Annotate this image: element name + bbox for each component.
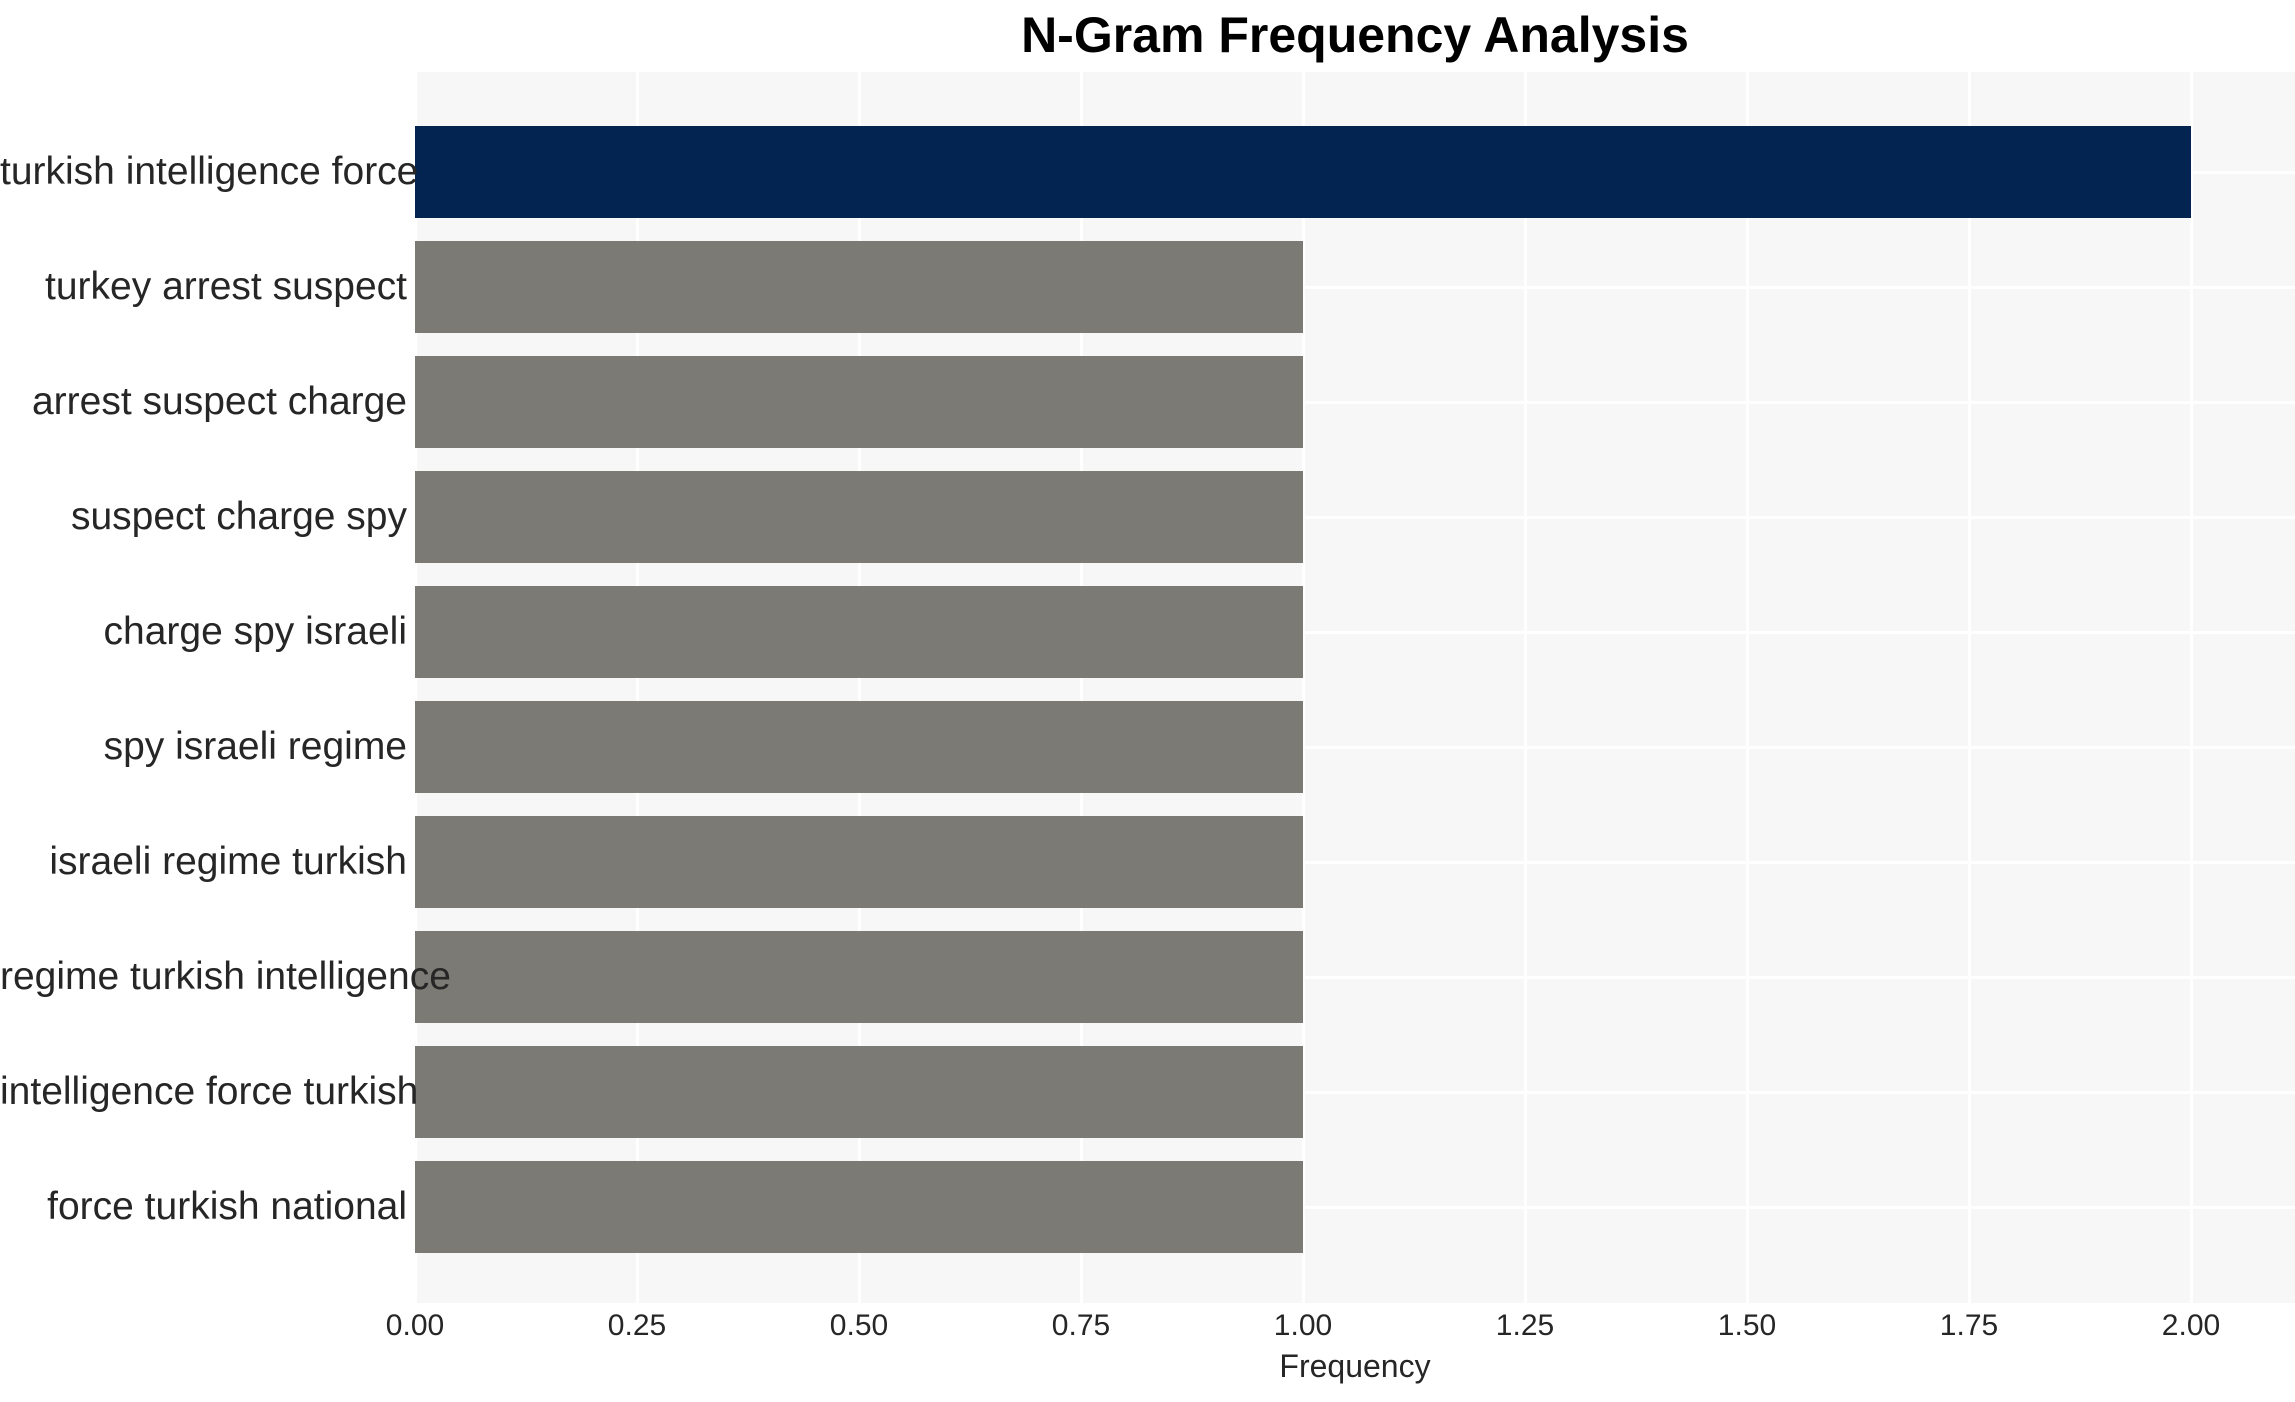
x-tick-label: 1.75 (1939, 1309, 1999, 1342)
y-axis-label: suspect charge spy (70, 495, 407, 538)
bar (415, 1161, 1303, 1253)
plot-area (415, 72, 2295, 1303)
y-axis-label: arrest suspect charge (31, 380, 407, 423)
x-gridline-1.00 (1302, 72, 1305, 1303)
y-axis-label: turkey arrest suspect (45, 265, 407, 308)
bar (415, 931, 1303, 1023)
y-axis-label: force turkish national (47, 1185, 407, 1228)
x-gridline-1.75 (1968, 72, 1971, 1303)
x-tick-label: 0.00 (385, 1309, 445, 1342)
x-tick-label: 0.50 (829, 1309, 889, 1342)
y-gridline (415, 976, 2295, 979)
x-tick-label: 0.25 (607, 1309, 667, 1342)
y-axis-label: turkish intelligence force (0, 150, 419, 193)
y-gridline (415, 861, 2295, 864)
x-gridline-0.75 (1080, 72, 1083, 1303)
y-gridline (415, 401, 2295, 404)
x-gridline-1.50 (1746, 72, 1749, 1303)
x-axis-title: Frequency (1279, 1348, 1431, 1384)
x-tick-label: 1.25 (1495, 1309, 1555, 1342)
x-tick-label: 2.00 (2161, 1309, 2221, 1342)
y-gridline (415, 286, 2295, 289)
bar (415, 1046, 1303, 1138)
x-tick-label: 0.75 (1051, 1309, 1111, 1342)
x-gridline-2.00 (2190, 72, 2193, 1303)
y-axis-label: regime turkish intelligence (0, 955, 451, 998)
chart-title: N-Gram Frequency Analysis (1021, 7, 1689, 63)
bar (415, 356, 1303, 448)
bar (415, 701, 1303, 793)
y-gridline (415, 516, 2295, 519)
y-axis-label: charge spy israeli (103, 610, 407, 653)
x-gridline-0.50 (858, 72, 861, 1303)
y-axis-label: israeli regime turkish (49, 840, 407, 883)
y-gridline (415, 1206, 2295, 1209)
x-gridline-0.25 (636, 72, 639, 1303)
bar (415, 241, 1303, 333)
x-tick-label: 1.50 (1717, 1309, 1777, 1342)
bar (415, 586, 1303, 678)
x-tick-label: 1.00 (1273, 1309, 1333, 1342)
bar (415, 471, 1303, 563)
x-gridline-0.00 (415, 72, 417, 1303)
y-gridline (415, 1091, 2295, 1094)
y-axis-label: intelligence force turkish (0, 1070, 419, 1113)
y-axis-label: spy israeli regime (103, 725, 407, 768)
bar (415, 816, 1303, 908)
y-gridline (415, 631, 2295, 634)
x-gridline-1.25 (1524, 72, 1527, 1303)
bar (415, 126, 2191, 218)
y-gridline (415, 746, 2295, 749)
